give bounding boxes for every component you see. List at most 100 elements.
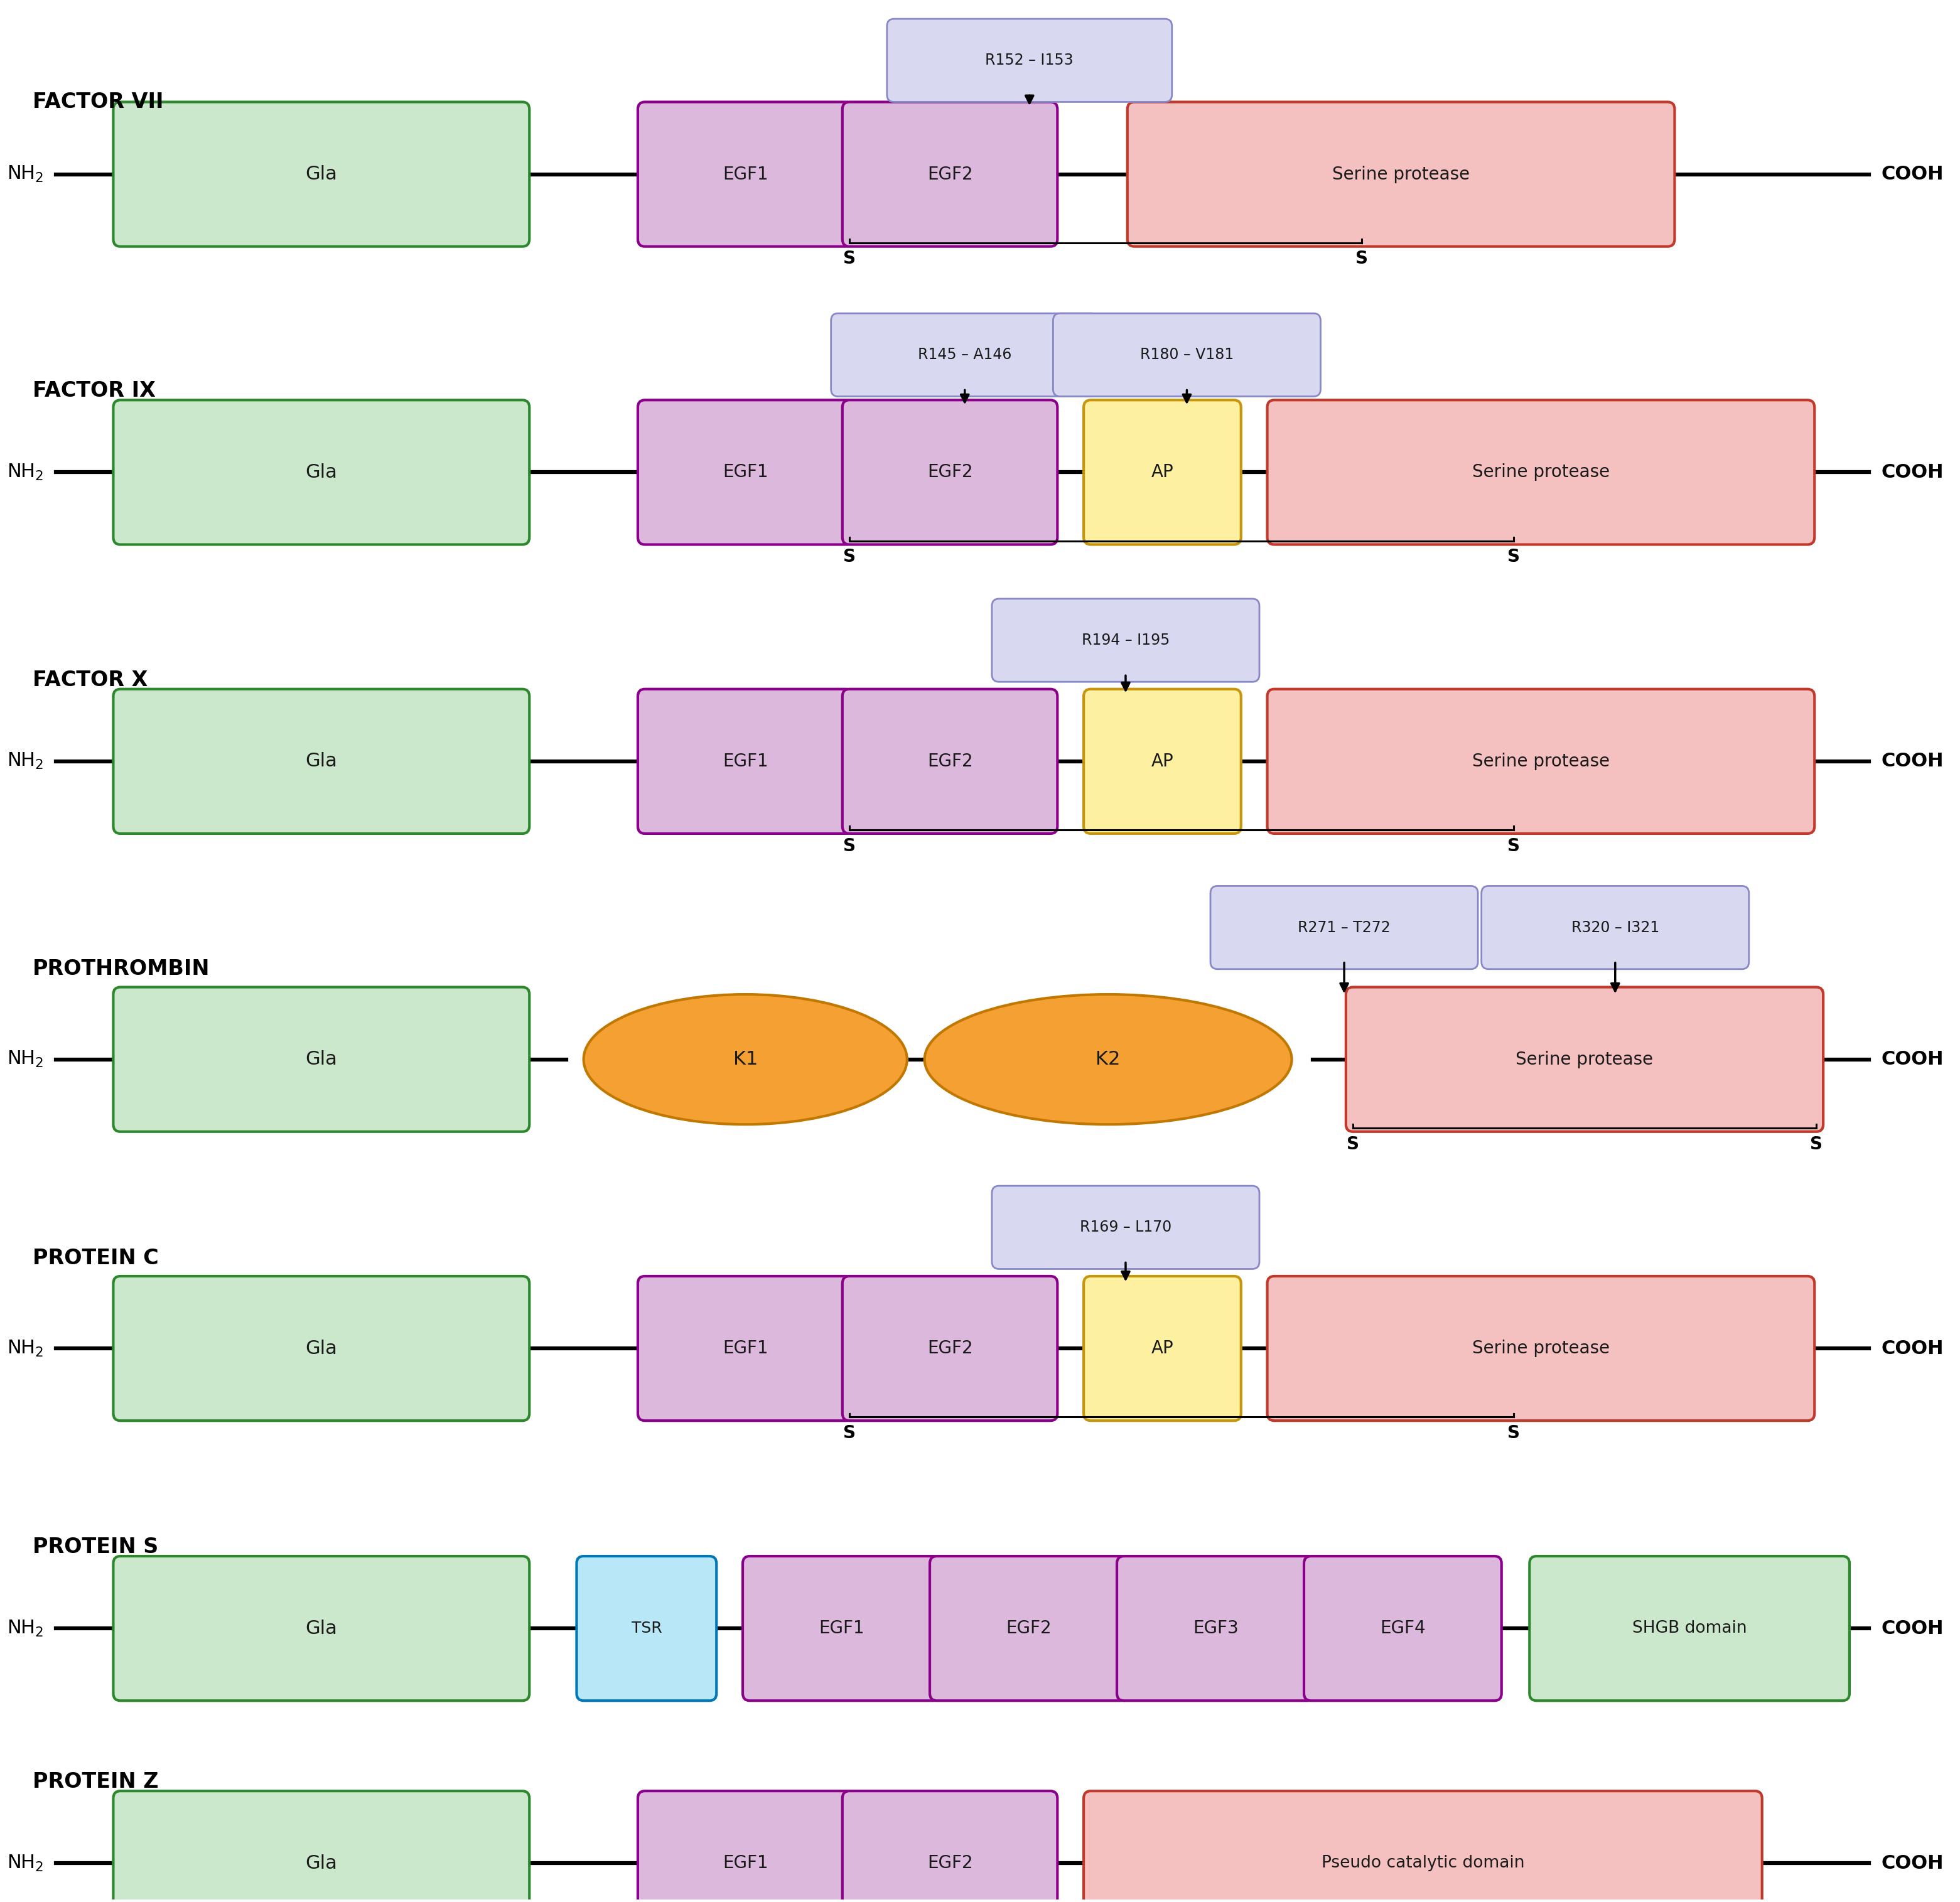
- FancyBboxPatch shape: [888, 19, 1172, 103]
- Text: EGF1: EGF1: [819, 1621, 864, 1638]
- Text: EGF1: EGF1: [723, 165, 768, 183]
- Text: R320 – I321: R320 – I321: [1572, 921, 1660, 936]
- Text: NH$_2$: NH$_2$: [6, 164, 43, 184]
- Text: S: S: [1507, 548, 1521, 565]
- Text: R152 – I153: R152 – I153: [986, 53, 1074, 68]
- FancyBboxPatch shape: [1268, 1276, 1815, 1421]
- Text: Gla: Gla: [306, 1339, 337, 1358]
- FancyBboxPatch shape: [831, 314, 1098, 396]
- Text: COOH: COOH: [1882, 464, 1944, 481]
- Ellipse shape: [584, 995, 907, 1124]
- Text: S: S: [843, 548, 857, 565]
- Text: S: S: [843, 837, 857, 854]
- FancyBboxPatch shape: [929, 1556, 1127, 1700]
- FancyBboxPatch shape: [114, 1792, 529, 1902]
- FancyBboxPatch shape: [114, 987, 529, 1132]
- FancyBboxPatch shape: [743, 1556, 941, 1700]
- FancyBboxPatch shape: [843, 103, 1058, 247]
- FancyBboxPatch shape: [1529, 1556, 1850, 1700]
- Text: EGF1: EGF1: [723, 753, 768, 770]
- FancyBboxPatch shape: [114, 1556, 529, 1700]
- Text: NH$_2$: NH$_2$: [6, 1339, 43, 1358]
- Text: PROTEIN Z: PROTEIN Z: [33, 1771, 159, 1792]
- Text: NH$_2$: NH$_2$: [6, 1853, 43, 1873]
- FancyBboxPatch shape: [637, 1792, 853, 1902]
- Text: S: S: [843, 1425, 857, 1442]
- FancyBboxPatch shape: [114, 1276, 529, 1421]
- Text: K2: K2: [1096, 1050, 1121, 1069]
- Text: Gla: Gla: [306, 165, 337, 183]
- Text: S: S: [843, 249, 857, 268]
- FancyBboxPatch shape: [637, 689, 853, 833]
- FancyBboxPatch shape: [843, 689, 1058, 833]
- FancyBboxPatch shape: [1084, 1792, 1762, 1902]
- Text: AP: AP: [1151, 753, 1174, 770]
- Text: Serine protease: Serine protease: [1472, 464, 1609, 481]
- Text: NH$_2$: NH$_2$: [6, 462, 43, 481]
- Text: Gla: Gla: [306, 751, 337, 770]
- Text: COOH: COOH: [1882, 751, 1944, 770]
- Text: PROTEIN S: PROTEIN S: [33, 1537, 159, 1558]
- Text: EGF1: EGF1: [723, 1339, 768, 1358]
- Text: Serine protease: Serine protease: [1515, 1050, 1654, 1069]
- Text: Serine protease: Serine protease: [1333, 165, 1470, 183]
- Text: EGF1: EGF1: [723, 1854, 768, 1872]
- Text: Gla: Gla: [306, 1619, 337, 1638]
- Text: R145 – A146: R145 – A146: [917, 348, 1011, 363]
- FancyBboxPatch shape: [843, 399, 1058, 544]
- FancyBboxPatch shape: [1347, 987, 1823, 1132]
- FancyBboxPatch shape: [1084, 689, 1241, 833]
- Text: COOH: COOH: [1882, 165, 1944, 183]
- Text: Gla: Gla: [306, 1854, 337, 1872]
- Text: PROTHROMBIN: PROTHROMBIN: [33, 959, 210, 980]
- FancyBboxPatch shape: [1211, 886, 1478, 968]
- FancyBboxPatch shape: [114, 689, 529, 833]
- Text: COOH: COOH: [1882, 1339, 1944, 1358]
- Text: S: S: [1347, 1135, 1358, 1153]
- Text: FACTOR X: FACTOR X: [33, 670, 147, 690]
- Text: AP: AP: [1151, 1339, 1174, 1358]
- Text: Gla: Gla: [306, 1050, 337, 1069]
- FancyBboxPatch shape: [843, 1792, 1058, 1902]
- Text: S: S: [1507, 837, 1521, 854]
- FancyBboxPatch shape: [1303, 1556, 1501, 1700]
- Text: K1: K1: [733, 1050, 759, 1069]
- Text: SHGB domain: SHGB domain: [1633, 1621, 1746, 1636]
- Text: PROTEIN C: PROTEIN C: [33, 1248, 159, 1269]
- FancyBboxPatch shape: [1482, 886, 1748, 968]
- Text: TSR: TSR: [631, 1621, 662, 1636]
- FancyBboxPatch shape: [843, 1276, 1058, 1421]
- FancyBboxPatch shape: [1268, 689, 1815, 833]
- FancyBboxPatch shape: [637, 1276, 853, 1421]
- FancyBboxPatch shape: [1084, 1276, 1241, 1421]
- Text: FACTOR IX: FACTOR IX: [33, 380, 155, 401]
- Text: S: S: [1507, 1425, 1521, 1442]
- Text: COOH: COOH: [1882, 1619, 1944, 1638]
- Text: Gla: Gla: [306, 464, 337, 481]
- Text: Serine protease: Serine protease: [1472, 1339, 1609, 1358]
- Text: R271 – T272: R271 – T272: [1298, 921, 1390, 936]
- Text: COOH: COOH: [1882, 1050, 1944, 1069]
- FancyBboxPatch shape: [1268, 399, 1815, 544]
- FancyBboxPatch shape: [1053, 314, 1321, 396]
- Text: R194 – I195: R194 – I195: [1082, 633, 1170, 649]
- FancyBboxPatch shape: [114, 399, 529, 544]
- Text: COOH: COOH: [1882, 1854, 1944, 1872]
- Text: Serine protease: Serine protease: [1472, 753, 1609, 770]
- Text: EGF2: EGF2: [927, 464, 972, 481]
- FancyBboxPatch shape: [637, 399, 853, 544]
- FancyBboxPatch shape: [637, 103, 853, 247]
- Text: S: S: [1356, 249, 1368, 268]
- FancyBboxPatch shape: [1084, 399, 1241, 544]
- FancyBboxPatch shape: [992, 1185, 1260, 1269]
- FancyBboxPatch shape: [576, 1556, 717, 1700]
- Text: EGF2: EGF2: [927, 753, 972, 770]
- FancyBboxPatch shape: [1117, 1556, 1315, 1700]
- Text: AP: AP: [1151, 464, 1174, 481]
- FancyBboxPatch shape: [1127, 103, 1674, 247]
- Text: EGF2: EGF2: [927, 1854, 972, 1872]
- Text: EGF1: EGF1: [723, 464, 768, 481]
- Text: R180 – V181: R180 – V181: [1141, 348, 1233, 363]
- Ellipse shape: [925, 995, 1292, 1124]
- Text: EGF2: EGF2: [1005, 1621, 1051, 1638]
